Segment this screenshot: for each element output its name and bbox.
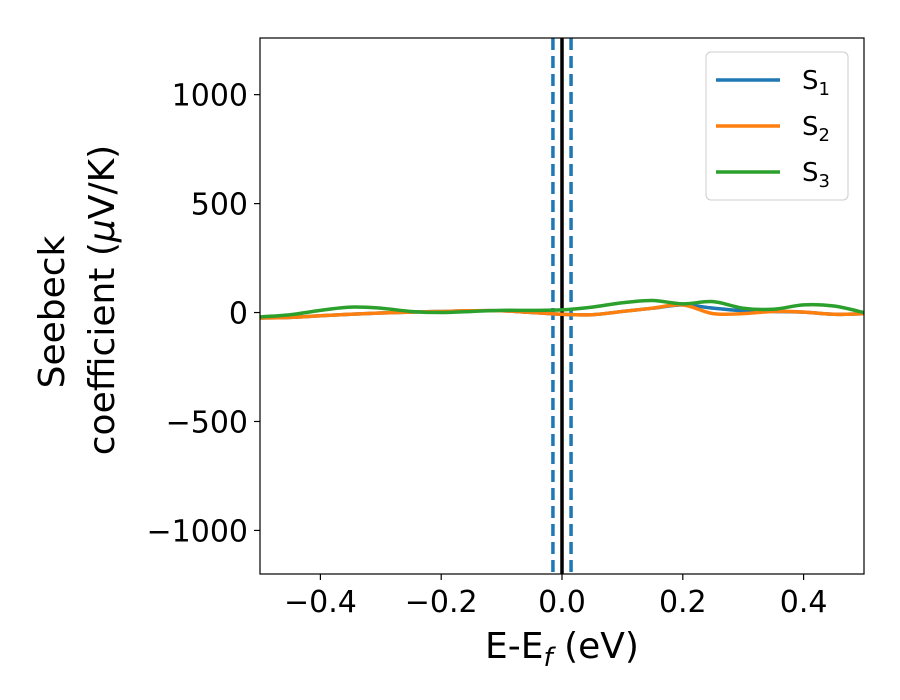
series-line-s2 xyxy=(260,302,864,320)
y-tick-label: 500 xyxy=(191,188,248,223)
legend-label: S2 xyxy=(802,112,830,146)
x-tick-label: −0.2 xyxy=(405,585,478,620)
series-line-s3 xyxy=(260,298,864,319)
legend-entry-s2: S2 xyxy=(716,112,830,146)
y-tick-label: −1000 xyxy=(147,514,248,549)
legend-entry-s1: S1 xyxy=(716,66,830,100)
y-tick-label: −500 xyxy=(166,405,248,440)
legend: S1 S2 S3 xyxy=(705,51,849,201)
x-tick-label: 0.2 xyxy=(659,585,707,620)
fermi-level-lines xyxy=(551,38,573,574)
y-tick-label: 0 xyxy=(229,297,248,332)
y-axis-label-line1: Seebeck xyxy=(32,235,73,388)
x-axis-ticks: −0.4 −0.2 0.0 0.2 0.4 xyxy=(284,574,827,620)
y-axis-label: Seebeck coefficient (μV/K) xyxy=(32,145,123,455)
x-tick-label: 0.4 xyxy=(780,585,828,620)
x-tick-label: 0.0 xyxy=(538,585,586,620)
legend-entry-s3: S3 xyxy=(716,158,830,192)
legend-label: S1 xyxy=(802,66,830,100)
y-axis-label-line2: coefficient (μV/K) xyxy=(82,145,123,455)
x-axis-label: E-Ef (eV) xyxy=(485,626,639,673)
series-lines xyxy=(260,298,864,320)
legend-label: S3 xyxy=(802,158,830,192)
y-tick-label: 1000 xyxy=(172,79,248,114)
x-tick-label: −0.4 xyxy=(284,585,357,620)
y-axis-ticks: −1000 −500 0 500 1000 xyxy=(147,79,260,549)
